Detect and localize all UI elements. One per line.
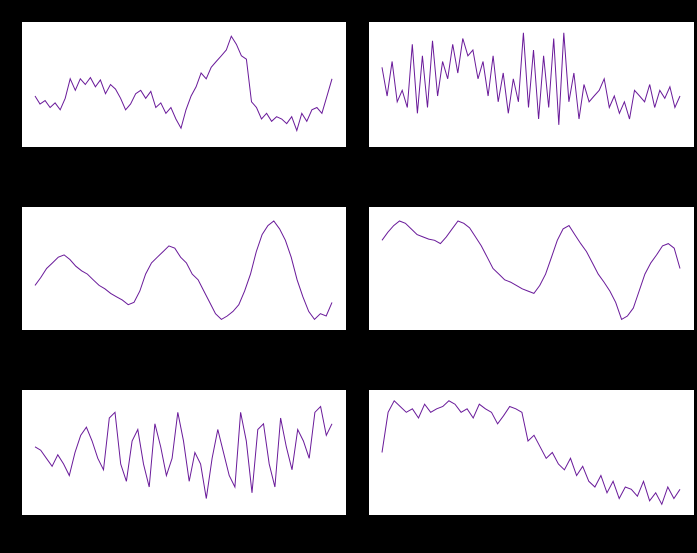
data-line [34, 220, 333, 321]
plot-area [22, 390, 346, 515]
data-line [381, 399, 681, 506]
plot-area [22, 207, 346, 330]
plot-area [22, 22, 346, 147]
data-line [34, 405, 333, 499]
data-line [381, 32, 681, 125]
plot-area [369, 390, 694, 515]
data-line [34, 35, 333, 133]
plot-area [369, 22, 694, 147]
data-line [381, 220, 681, 321]
plot-area [369, 207, 694, 330]
